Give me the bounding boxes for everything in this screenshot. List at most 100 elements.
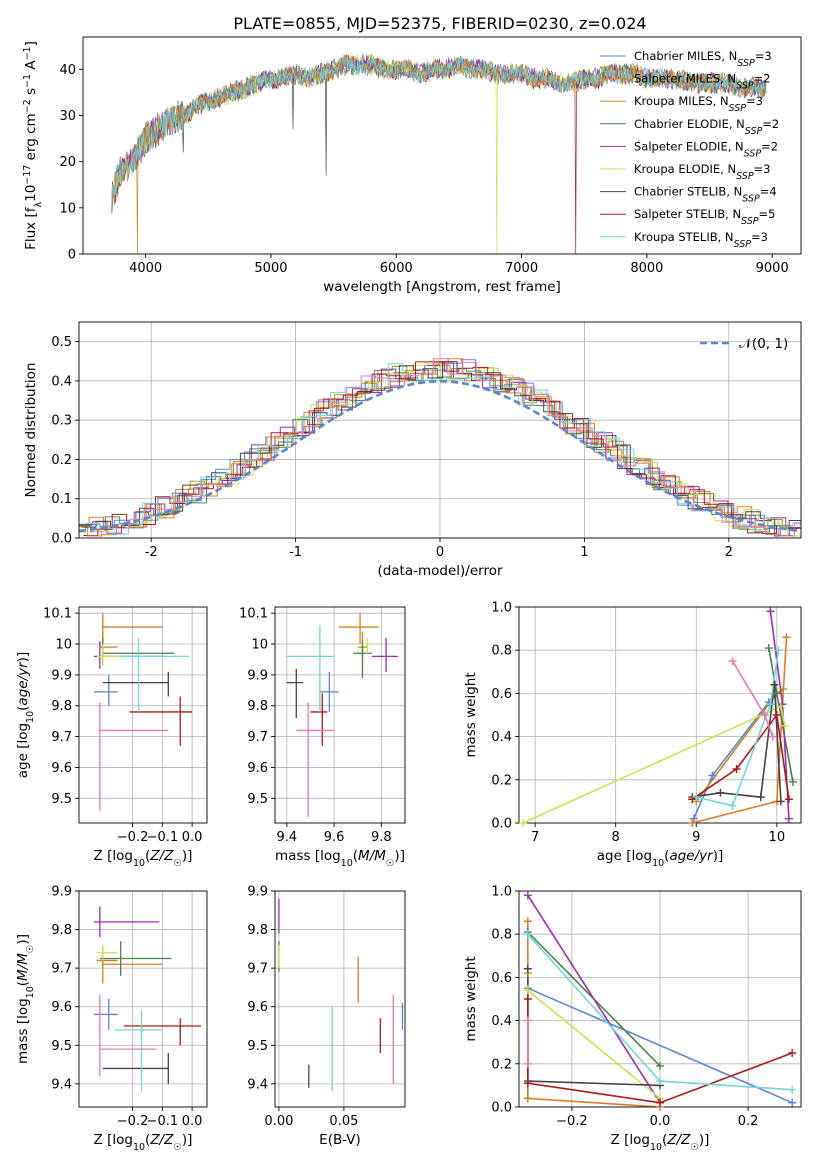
label-part: SSP: [741, 216, 759, 227]
y-tick-label: 9.4: [247, 1077, 268, 1092]
label-part: −17: [22, 165, 33, 185]
y-tick-label: 0.8: [491, 644, 512, 659]
y-tick-label: 0.3: [51, 414, 72, 429]
label-part: Chabrier STELIB, N: [634, 185, 742, 199]
plus-marker: [688, 795, 697, 804]
weight-line: [527, 987, 793, 1104]
y-tick-label: 0.4: [491, 1014, 512, 1029]
y-tick-label: 9.7: [51, 962, 72, 977]
y-tick-label: 9.9: [247, 885, 268, 900]
legend-entry: Kroupa MILES, NSSP=3: [634, 94, 763, 114]
label-part: )]: [713, 848, 724, 864]
histogram-step: [86, 358, 801, 537]
plus-marker: [728, 801, 737, 810]
plus-marker: [766, 607, 775, 616]
label-part: 10: [650, 1142, 662, 1153]
x-tick-label: 9: [692, 830, 700, 845]
label-part: SSP: [734, 238, 752, 249]
y-tick-label: 9.8: [247, 923, 268, 938]
panel-ebv_mass: 0.00 0.05 9.4 9.5 9.6 9.7 9.8 9.9 E(B-V): [247, 885, 406, 1148]
x-axis-label: mass [log10(M/M☉)]: [275, 848, 405, 869]
label-part: (: [15, 706, 31, 711]
y-tick-label: 0.5: [51, 335, 72, 350]
plus-marker: [779, 685, 788, 694]
label-part: age [log: [597, 848, 652, 864]
y-tick-label: 9.7: [247, 962, 268, 977]
y-tick-label: 0.0: [491, 817, 512, 832]
x-tick-label: -1: [289, 545, 302, 560]
y-tick-label: 30: [59, 109, 76, 124]
y-tick-label: 0: [68, 248, 76, 263]
weight-line: [527, 921, 661, 1107]
label-part: mass [log: [275, 848, 341, 864]
label-part: 10: [652, 858, 664, 869]
plus-marker: [768, 732, 777, 741]
y-tick-label: 9.6: [51, 761, 72, 776]
y-tick-label: 9.6: [51, 1000, 72, 1015]
histogram-step: [83, 361, 801, 536]
legend-entry: Salpeter ELODIE, NSSP=2: [634, 139, 778, 159]
x-tick-label: 7000: [505, 261, 538, 276]
label-part: Salpeter STELIB, N: [634, 207, 741, 221]
weight-line: [527, 894, 661, 1104]
label-part: )]: [699, 1132, 710, 1148]
plot-area-spectrum: [111, 53, 767, 254]
label-part: =3: [754, 162, 771, 176]
panel-z_mass: −0.2−0.1 0.0 9.4 9.5 9.6 9.7 9.8 9.9 Z [log10(Z/…: [51, 885, 208, 1153]
y-axis-label: mass weight: [463, 672, 479, 757]
label-part: SSP: [744, 148, 762, 159]
plus-marker: [656, 1077, 664, 1086]
histogram-step: [85, 363, 801, 535]
y-tick-label: 9.5: [247, 1039, 268, 1054]
x-tick-label: 9.4: [276, 830, 297, 845]
y-tick-label: 9.8: [51, 923, 72, 938]
y-tick-label: 10: [251, 638, 268, 653]
x-axis-label: Z [log10(Z/Z☉)]: [611, 1132, 710, 1153]
y-tick-label: 9.5: [247, 792, 268, 807]
plus-marker: [716, 788, 725, 797]
plot-area-ebv_mass: [275, 891, 405, 1107]
plot-area-z_massweight: [519, 891, 801, 1107]
axes-frame-z_mass: [78, 890, 208, 1108]
label-part: SSP: [745, 125, 763, 136]
label-part: (: [145, 848, 150, 864]
plus-marker: [688, 819, 697, 827]
y-axis-label: mass [log10(M/M☉)]: [15, 934, 36, 1064]
label-part: =5: [759, 207, 776, 221]
plus-marker: [788, 1049, 797, 1057]
x-tick-label: 0.0: [182, 830, 203, 845]
label-part: Z/Z: [149, 1132, 174, 1148]
x-tick-label: 7: [531, 830, 539, 845]
y-axis-label: Normed distribution: [23, 363, 39, 498]
y-tick-label: 9.9: [51, 668, 72, 683]
y-tick-label: 0.4: [51, 374, 72, 389]
y-tick-label: 10.1: [43, 607, 72, 622]
y-axis-label: age [log10(age/yr)]: [15, 652, 36, 778]
plot-area-z_age: [79, 607, 207, 823]
plus-marker: [764, 644, 773, 653]
label-part: ☉: [386, 858, 395, 869]
x-tick-label: 9.6: [324, 830, 345, 845]
grid-residuals: [79, 322, 801, 538]
plus-marker: [656, 1061, 664, 1070]
label-part: =2: [761, 139, 778, 153]
label-part: ☉: [173, 858, 182, 869]
x-tick-label: −0.1: [147, 1114, 179, 1129]
label-part: SSP: [736, 80, 754, 91]
label-part: ☉: [173, 1142, 182, 1153]
label-part: Salpeter MILES, N: [634, 72, 736, 86]
plot-area-residuals: [79, 322, 801, 538]
plus-marker: [780, 721, 789, 730]
label-part: SSP: [729, 103, 747, 114]
y-tick-label: 9.8: [51, 699, 72, 714]
label-part: Z/Z: [149, 848, 174, 864]
x-axis-label: Z [log10(Z/Z☉)]: [94, 1132, 193, 1153]
label-part: Chabrier ELODIE, N: [634, 117, 745, 131]
y-tick-label: 0.2: [51, 453, 72, 468]
label-part: =2: [762, 117, 779, 131]
plus-marker: [788, 1085, 797, 1094]
axes-frame-ebv_mass: [274, 890, 406, 1108]
